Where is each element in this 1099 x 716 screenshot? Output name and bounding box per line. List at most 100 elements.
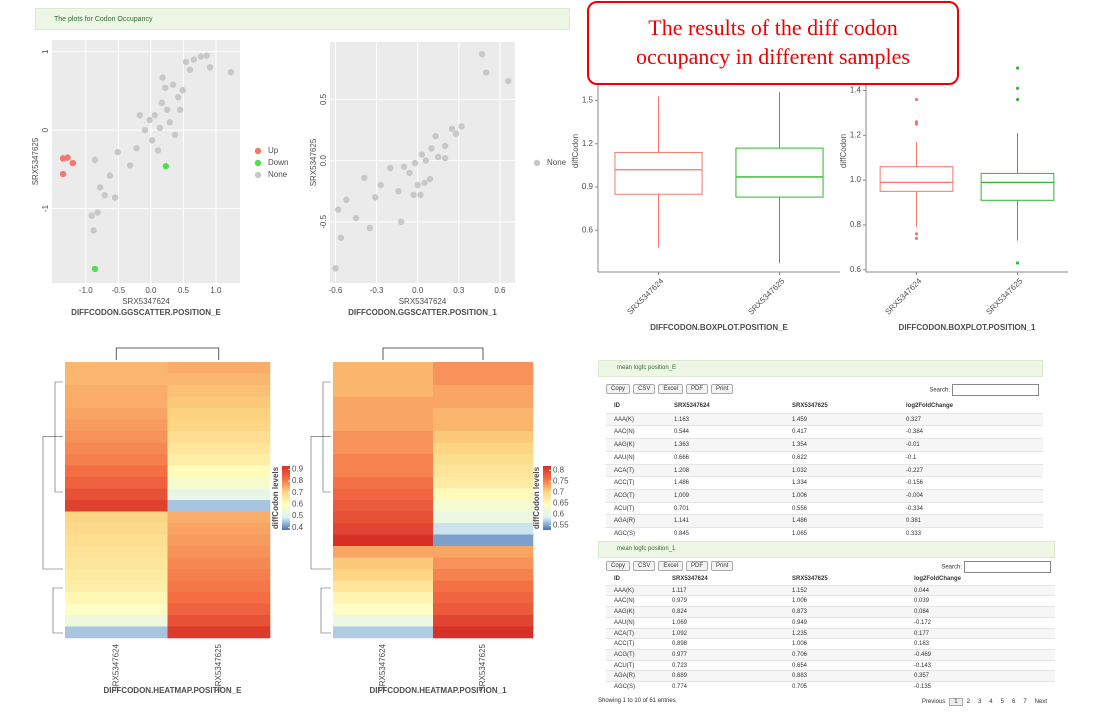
box [614,151,703,195]
heat-cell [65,442,168,455]
table-cell: 1.208 [674,467,690,474]
point [146,116,153,124]
page-link[interactable]: 6 [1011,698,1016,705]
search-box[interactable] [964,561,1051,573]
page-link[interactable]: 2 [966,698,970,705]
heat-cell [333,419,434,432]
point [377,181,384,189]
table-cell: 0.163 [914,641,930,648]
column-header[interactable]: SRX5347624 [674,403,710,409]
y-tick-label: 0.9 [582,182,594,191]
column-header[interactable]: log2FoldChange [914,576,961,582]
table-cell: -0.469 [914,651,932,658]
x-tick-label: -0.6 [329,286,343,295]
column-header[interactable]: log2FoldChange [906,403,953,409]
point [88,212,95,219]
heat-cell [433,396,534,409]
heat-cell [167,626,271,639]
point [96,184,104,191]
heat-cell [65,626,168,639]
heat-cell [333,396,434,409]
point [441,155,449,162]
heat-cell [65,396,168,409]
column-label: SRX5347625 [214,643,223,691]
button[interactable]: CSV [633,561,656,571]
point [387,164,394,172]
heat-cell [433,385,534,397]
point [136,112,144,119]
heat-cell [65,408,168,420]
column-header[interactable]: ID [614,403,620,409]
heat-cell [333,603,434,616]
button[interactable]: Copy [606,384,631,394]
point [414,181,421,189]
heat-cell [65,385,168,397]
row-dendrogram [310,381,331,634]
color-bar [282,466,290,530]
point [366,224,373,232]
x-tick-label: -0.5 [111,286,125,295]
button[interactable]: Excel [658,561,684,571]
y-tick-label: 1 [41,49,50,54]
table-cell: 0.723 [672,662,688,669]
heat-cell [167,362,271,374]
page-link[interactable]: 7 [1023,698,1027,705]
heat-cell [65,431,168,443]
page-link[interactable]: 5 [1000,698,1004,705]
heat-cell [333,615,434,627]
heat-cell [333,373,434,386]
point [114,148,121,156]
heat-cell [167,454,271,466]
table-row: ACU(T) 0.723 0.654 -0.143 [606,659,1055,672]
button[interactable]: Excel [658,384,684,394]
heat-cell [167,603,271,616]
button[interactable]: CSV [633,384,656,394]
page-link[interactable]: 1 [949,697,963,706]
button[interactable]: Copy [606,561,631,571]
point [458,123,465,130]
point [432,132,439,140]
column-label: SRX5347624 [378,643,387,691]
page-link[interactable]: Next [1034,698,1047,705]
x-tick-label: -1.0 [79,286,93,295]
table-cell: AAA(K) [614,587,635,594]
y-tick-label: -0.5 [319,214,328,228]
legend-tick-label: 0.8 [553,466,565,475]
column-header[interactable]: SRX5347625 [792,403,828,409]
chart-caption: DIFFCODON.BOXPLOT.POSITION_E [650,323,788,332]
heat-cell [65,546,168,558]
table-cell: 0.333 [906,531,922,537]
button[interactable]: Print [711,561,734,571]
point [151,112,158,119]
column-header[interactable]: SRX5347624 [672,576,708,582]
legend-tick-label: 0.6 [553,510,565,519]
point [59,170,67,178]
chart-caption: DIFFCODON.HEATMAP.POSITION_1 [369,686,507,695]
y-axis-title: diffCodon [839,134,848,168]
button[interactable]: Print [711,384,734,394]
legend-tick-label: 0.7 [292,488,304,497]
page-link[interactable]: 3 [977,698,982,705]
table-cell: 1.334 [792,480,808,487]
table-cell: 0.417 [792,429,808,436]
heat-cell [167,477,271,489]
color-bar [543,466,551,530]
page-link[interactable]: 4 [989,698,993,705]
column-header[interactable]: SRX5347625 [792,576,828,582]
page-link[interactable]: Previous [921,698,946,705]
heat-cell [333,626,434,639]
heat-cell [333,477,434,489]
button[interactable]: PDF [686,384,709,394]
heat-cell [65,534,168,547]
button[interactable]: PDF [686,561,709,571]
point [227,68,235,76]
box [879,166,954,192]
table-cell: -0.143 [914,662,932,669]
column-header[interactable]: ID [614,576,620,582]
heat-cell [167,431,271,443]
search-box[interactable] [952,384,1039,396]
column-label: SRX5347624 [111,643,120,691]
outlier [1015,97,1020,102]
point [159,74,166,81]
point [435,153,442,161]
